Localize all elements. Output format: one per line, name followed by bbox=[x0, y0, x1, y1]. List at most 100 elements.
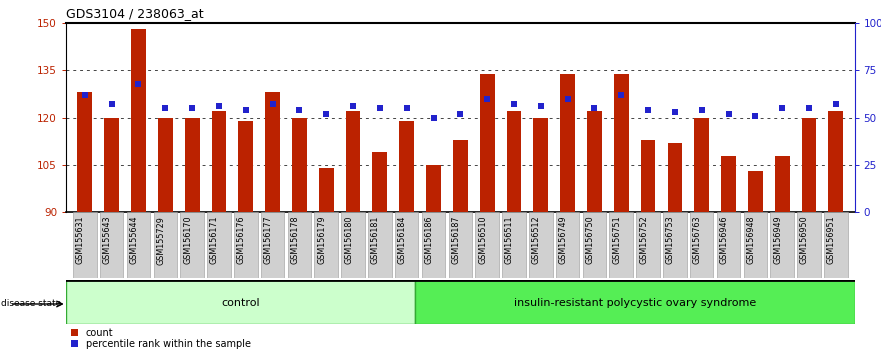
Point bbox=[426, 115, 440, 120]
Point bbox=[292, 107, 307, 113]
Bar bbox=[774, 156, 789, 212]
Point bbox=[694, 107, 708, 113]
Text: GSM156187: GSM156187 bbox=[451, 216, 460, 264]
Bar bbox=[158, 118, 173, 212]
Point bbox=[212, 103, 226, 109]
Text: GSM156749: GSM156749 bbox=[559, 216, 567, 264]
Text: disease state: disease state bbox=[1, 299, 61, 308]
Bar bbox=[507, 112, 522, 212]
Text: GSM156512: GSM156512 bbox=[532, 216, 541, 264]
Text: GSM156750: GSM156750 bbox=[585, 216, 595, 264]
Text: GSM156186: GSM156186 bbox=[425, 216, 433, 264]
Bar bbox=[292, 118, 307, 212]
Text: GSM156511: GSM156511 bbox=[505, 216, 514, 264]
Bar bbox=[319, 168, 334, 212]
Bar bbox=[345, 112, 360, 212]
Text: GSM156178: GSM156178 bbox=[291, 216, 300, 264]
Bar bbox=[261, 212, 285, 278]
Bar bbox=[66, 280, 415, 324]
Text: control: control bbox=[221, 298, 260, 308]
Bar bbox=[234, 212, 257, 278]
Bar bbox=[104, 118, 119, 212]
Text: GSM156176: GSM156176 bbox=[237, 216, 246, 264]
Bar bbox=[127, 212, 151, 278]
Text: GSM156950: GSM156950 bbox=[800, 216, 809, 264]
Bar bbox=[828, 112, 843, 212]
Bar bbox=[185, 118, 199, 212]
Bar bbox=[341, 212, 365, 278]
Bar bbox=[422, 212, 445, 278]
Bar bbox=[448, 212, 472, 278]
Text: GSM156751: GSM156751 bbox=[612, 216, 621, 264]
Bar bbox=[73, 212, 97, 278]
Point bbox=[748, 113, 762, 119]
Bar bbox=[395, 212, 418, 278]
Point bbox=[319, 111, 333, 117]
Bar bbox=[770, 212, 794, 278]
Text: GSM156510: GSM156510 bbox=[478, 216, 487, 264]
Bar bbox=[131, 29, 146, 212]
Bar bbox=[315, 212, 338, 278]
Point bbox=[159, 105, 173, 111]
Point bbox=[614, 92, 628, 98]
Point bbox=[400, 105, 414, 111]
Bar bbox=[181, 212, 204, 278]
Point bbox=[185, 105, 199, 111]
Text: GSM156949: GSM156949 bbox=[774, 216, 782, 264]
Bar bbox=[399, 121, 414, 212]
Bar bbox=[744, 212, 767, 278]
Text: GSM156170: GSM156170 bbox=[183, 216, 192, 264]
Bar bbox=[502, 212, 526, 278]
Bar bbox=[636, 212, 660, 278]
Text: insulin-resistant polycystic ovary syndrome: insulin-resistant polycystic ovary syndr… bbox=[514, 298, 756, 308]
Text: GSM156180: GSM156180 bbox=[344, 216, 353, 264]
Bar bbox=[287, 212, 311, 278]
Bar bbox=[722, 156, 736, 212]
Bar bbox=[690, 212, 714, 278]
Bar bbox=[153, 212, 177, 278]
Point bbox=[641, 107, 655, 113]
Bar bbox=[211, 112, 226, 212]
Bar bbox=[668, 143, 682, 212]
Text: GSM156179: GSM156179 bbox=[317, 216, 326, 264]
Point bbox=[346, 103, 360, 109]
Text: GSM156946: GSM156946 bbox=[720, 216, 729, 264]
Point bbox=[373, 105, 387, 111]
Bar bbox=[748, 171, 763, 212]
Text: GSM156951: GSM156951 bbox=[826, 216, 836, 264]
Bar bbox=[265, 92, 280, 212]
Text: GSM155644: GSM155644 bbox=[130, 216, 138, 264]
Bar bbox=[415, 280, 855, 324]
Bar bbox=[239, 121, 253, 212]
Bar bbox=[582, 212, 606, 278]
Point bbox=[775, 105, 789, 111]
Bar bbox=[480, 74, 494, 212]
Text: GDS3104 / 238063_at: GDS3104 / 238063_at bbox=[66, 7, 204, 21]
Bar bbox=[560, 74, 575, 212]
Text: GSM156752: GSM156752 bbox=[639, 216, 648, 264]
Bar bbox=[426, 165, 440, 212]
Text: GSM156171: GSM156171 bbox=[210, 216, 219, 264]
Point bbox=[105, 102, 119, 107]
Point bbox=[722, 111, 736, 117]
Point bbox=[453, 111, 467, 117]
Bar bbox=[368, 212, 392, 278]
Point bbox=[560, 96, 574, 102]
Text: GSM156753: GSM156753 bbox=[666, 216, 675, 264]
Point bbox=[534, 103, 548, 109]
Text: GSM156763: GSM156763 bbox=[692, 216, 701, 264]
Point bbox=[829, 102, 843, 107]
Point bbox=[239, 107, 253, 113]
Bar bbox=[207, 212, 231, 278]
Bar bbox=[797, 212, 821, 278]
Text: GSM155643: GSM155643 bbox=[103, 216, 112, 264]
Bar bbox=[373, 153, 388, 212]
Bar bbox=[802, 118, 817, 212]
Text: GSM155631: GSM155631 bbox=[76, 216, 85, 264]
Point bbox=[668, 109, 682, 115]
Point bbox=[802, 105, 816, 111]
Point bbox=[588, 105, 602, 111]
Bar bbox=[453, 140, 468, 212]
Text: GSM156948: GSM156948 bbox=[746, 216, 755, 264]
Text: GSM156177: GSM156177 bbox=[263, 216, 272, 264]
